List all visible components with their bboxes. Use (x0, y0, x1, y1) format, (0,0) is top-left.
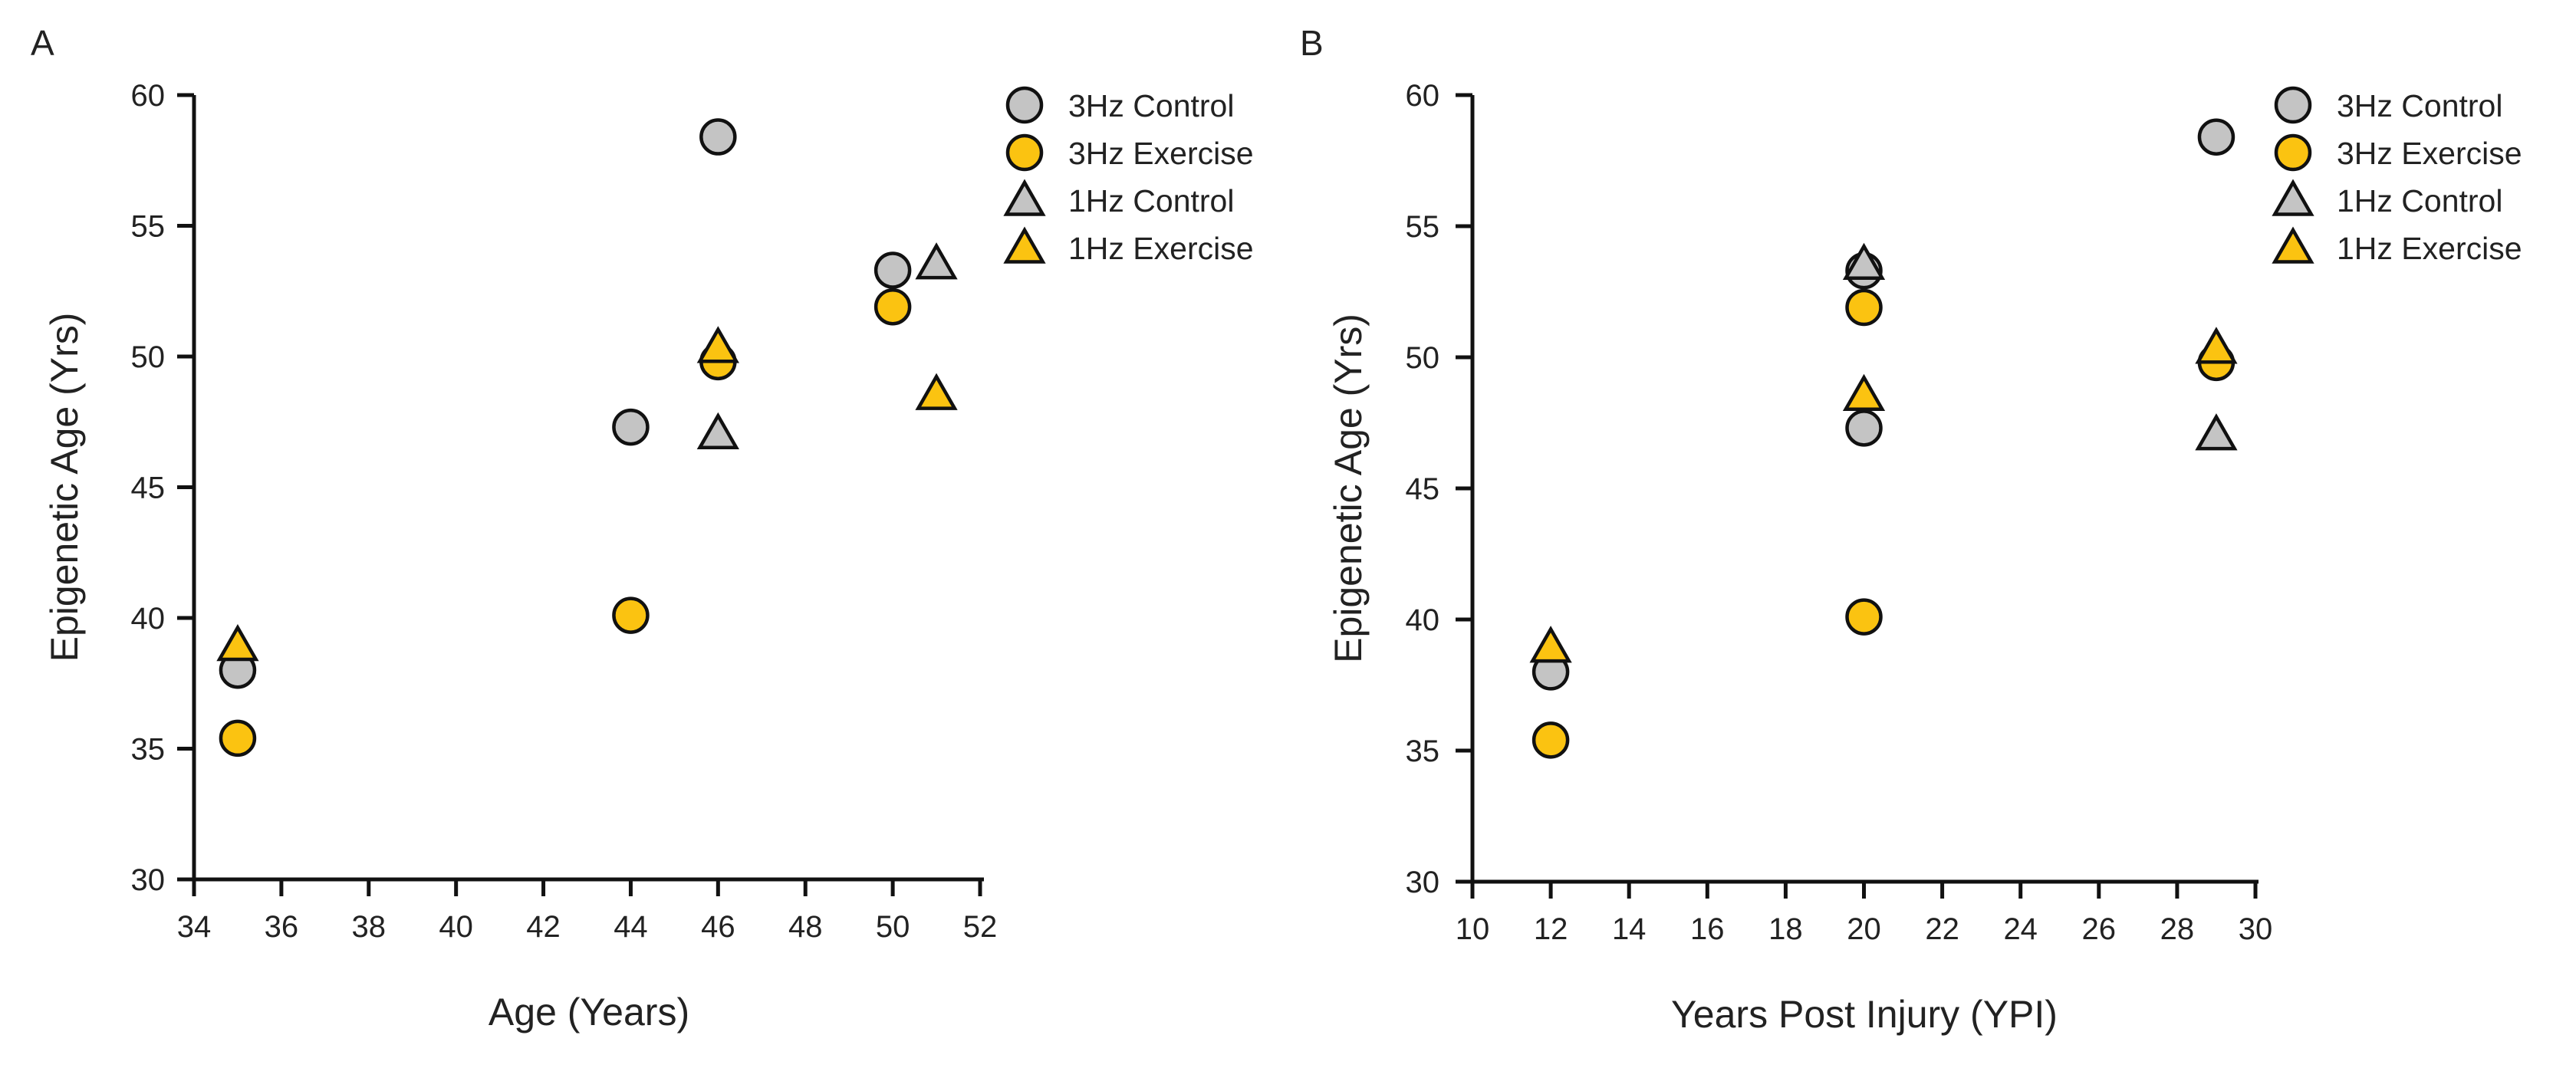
x-tick-label: 44 (614, 910, 648, 944)
legend-entry-label: 3Hz Exercise (1068, 136, 1254, 171)
legend: 3Hz Control 3Hz Exercise 1Hz Control 1Hz Ex… (1003, 86, 1254, 266)
legend-entry-label: 1Hz Exercise (1068, 231, 1254, 266)
y-tick-label: 35 (1406, 734, 1440, 768)
data-point-circle (2197, 118, 2235, 156)
y-axis-label: Epigenetic Age (Yrs) (43, 313, 86, 662)
tick-group: 34 36 38 40 42 44 46 48 50 52 30 35 40 45 50 55 60 (131, 79, 998, 944)
mark-group (216, 118, 958, 757)
mark-group (1529, 118, 2238, 759)
legend-circle-marker (1005, 133, 1044, 172)
y-tick-label: 50 (1406, 341, 1440, 375)
y-tick-label: 45 (1406, 472, 1440, 506)
y-axis-label: Epigenetic Age (Yrs) (1327, 314, 1370, 663)
x-tick-label: 30 (2239, 912, 2273, 946)
data-point-triangle (1529, 626, 1572, 663)
y-tick-label: 45 (131, 472, 166, 505)
x-tick-label: 16 (1690, 912, 1725, 946)
data-point-triangle (696, 412, 739, 450)
data-point-triangle (2195, 327, 2238, 364)
legend-entry-label: 1Hz Exercise (2337, 231, 2522, 266)
x-tick-label: 28 (2160, 912, 2195, 946)
data-point-circle (1845, 288, 1883, 327)
y-tick-label: 60 (131, 79, 166, 113)
data-point-circle (873, 251, 912, 289)
x-tick-label: 40 (439, 910, 473, 944)
x-tick-label: 34 (177, 910, 212, 944)
legend-entry-label: 1Hz Control (1068, 183, 1234, 219)
x-tick-label: 46 (701, 910, 735, 944)
x-tick-label: 36 (265, 910, 299, 944)
x-tick-label: 12 (1534, 912, 1568, 946)
tick-group: 10 12 14 16 18 20 22 24 26 28 30 30 35 40 45 50 55 60 (1406, 79, 2273, 946)
data-point-triangle (1842, 373, 1886, 412)
x-tick-label: 52 (963, 910, 998, 944)
data-point-circle (873, 288, 912, 326)
legend-entry-label: 3Hz Control (1068, 88, 1234, 123)
x-axis-label: Years Post Injury (YPI) (1671, 993, 2058, 1036)
y-tick-label: 55 (1406, 210, 1440, 244)
data-point-circle (1531, 721, 1570, 759)
panel-a: A 34 36 38 40 42 44 46 48 50 52 30 35 40 45 50 55 60 Age… (0, 0, 1288, 1064)
data-point-circle (612, 596, 650, 634)
legend-circle-marker (2274, 133, 2312, 172)
data-point-triangle (696, 326, 739, 363)
x-tick-label: 14 (1612, 912, 1647, 946)
legend-circle-marker (1005, 86, 1044, 124)
chart-b-svg: B 10 12 14 16 18 20 22 24 26 28 30 30 35 40 45 50 55 60 Y… (1300, 23, 2522, 1036)
legend-triangle-marker (1003, 179, 1046, 216)
x-tick-label: 10 (1456, 912, 1490, 946)
legend-triangle-marker (2272, 179, 2314, 216)
legend-triangle-marker (2272, 226, 2314, 264)
y-tick-label: 30 (1406, 866, 1440, 899)
data-point-circle (699, 118, 737, 156)
legend-circle-marker (2274, 86, 2312, 124)
legend-entry-label: 1Hz Control (2337, 183, 2502, 219)
x-tick-label: 48 (788, 910, 823, 944)
data-point-circle (219, 719, 257, 757)
y-tick-label: 50 (131, 340, 166, 374)
x-tick-label: 26 (2082, 912, 2117, 946)
y-tick-label: 40 (131, 602, 166, 636)
x-tick-label: 38 (352, 910, 387, 944)
data-point-triangle (2195, 413, 2238, 451)
x-axis-label: Age (Years) (489, 991, 689, 1033)
data-point-circle (612, 408, 650, 446)
y-tick-label: 55 (131, 210, 166, 244)
x-tick-label: 20 (1847, 912, 1881, 946)
panel-b: B 10 12 14 16 18 20 22 24 26 28 30 30 35 40 45 50 55 60 Y… (1288, 0, 2576, 1064)
legend: 3Hz Control 3Hz Exercise 1Hz Control 1Hz Ex… (2272, 86, 2522, 266)
data-point-triangle (915, 373, 958, 410)
x-tick-label: 24 (2003, 912, 2038, 946)
x-tick-label: 22 (1925, 912, 1959, 946)
data-point-triangle (216, 623, 259, 662)
legend-triangle-marker (1003, 226, 1046, 264)
data-point-circle (1845, 598, 1883, 636)
y-tick-label: 30 (131, 863, 166, 897)
legend-entry-label: 3Hz Exercise (2337, 136, 2522, 171)
x-tick-label: 42 (526, 910, 561, 944)
legend-entry-label: 3Hz Control (2337, 88, 2502, 123)
x-tick-label: 18 (1768, 912, 1803, 946)
x-tick-label: 50 (876, 910, 910, 944)
data-point-triangle (915, 242, 958, 280)
y-tick-label: 35 (131, 733, 166, 767)
panel-b-letter: B (1300, 23, 1324, 63)
data-point-circle (1845, 409, 1883, 447)
chart-a-svg: A 34 36 38 40 42 44 46 48 50 52 30 35 40 45 50 55 60 Age… (31, 23, 1254, 1033)
data-point-triangle (1842, 242, 1886, 281)
panel-a-letter: A (31, 23, 54, 63)
y-tick-label: 40 (1406, 603, 1440, 637)
y-tick-label: 60 (1406, 79, 1440, 113)
